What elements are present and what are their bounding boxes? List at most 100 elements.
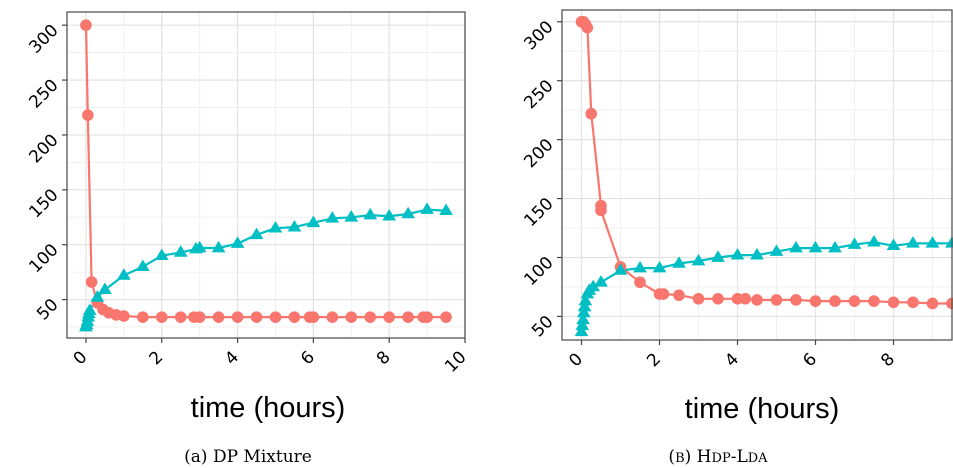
data-point-triangle (808, 240, 823, 253)
data-point-circle (82, 109, 94, 121)
data-point-triangle (769, 244, 784, 256)
data-point-circle (907, 296, 919, 309)
y-tick-label: 300 (520, 17, 557, 54)
data-point-circle (307, 311, 320, 323)
data-point-circle (231, 311, 244, 323)
data-point-circle (288, 311, 301, 323)
x-tick-label: 10 (441, 347, 470, 376)
data-point-circle (585, 107, 598, 120)
x-tick-label: 4 (221, 347, 243, 369)
data-point-triangle (577, 299, 592, 312)
data-point-triangle (945, 236, 953, 248)
y-tick-label: 100 (25, 240, 62, 277)
data-point-triangle (420, 202, 434, 214)
series-line-circle-a (84, 25, 446, 319)
data-point-triangle (401, 206, 415, 219)
data-point-triangle (135, 259, 150, 271)
panel-b-caption-text: (B) HDP-LDA (668, 447, 768, 467)
data-point-triangle (613, 263, 628, 275)
data-point-triangle (306, 215, 321, 228)
panel-b-tick-labels: 0 2 4 6 8 50 100 150 200 250 300 (520, 17, 899, 371)
x-tick-label: 0 (565, 349, 587, 371)
data-point-triangle (575, 318, 590, 331)
data-point-triangle (325, 211, 340, 223)
panel-b-grid (562, 10, 952, 340)
data-point-triangle (576, 312, 590, 325)
data-point-circle (848, 295, 861, 307)
data-point-triangle (847, 237, 862, 249)
data-point-triangle (382, 208, 397, 221)
data-point-circle (712, 292, 724, 305)
data-point-circle (440, 311, 452, 323)
data-point-triangle (672, 256, 686, 268)
data-point-triangle (652, 260, 667, 273)
data-point-triangle (789, 240, 803, 253)
y-tick-label: 150 (520, 194, 557, 231)
panel-a-caption: (a) DP Mixture (184, 447, 312, 467)
panel-b-x-axis-title: time (hours) (685, 393, 840, 425)
panel-a-grid (67, 12, 466, 338)
data-point-circle (85, 276, 98, 288)
panel-b-points (574, 15, 953, 337)
x-tick-label: 4 (721, 349, 743, 371)
data-point-circle (926, 297, 939, 310)
x-tick-label: 6 (799, 349, 821, 371)
data-point-triangle (867, 234, 881, 247)
data-point-circle (673, 289, 685, 302)
data-point-circle (80, 19, 92, 31)
data-point-circle (751, 294, 763, 306)
data-point-circle (634, 276, 646, 289)
data-point-circle (383, 311, 395, 323)
data-point-triangle (691, 253, 706, 266)
data-point-triangle (82, 303, 97, 315)
panel-hdp-lda: 0 2 4 6 8 50 100 150 200 250 300 time (hours) (B) … (520, 9, 953, 467)
data-point-circle (212, 311, 225, 323)
data-point-triangle (594, 275, 608, 287)
panel-a-frame (66, 11, 466, 339)
data-point-triangle (173, 245, 188, 257)
data-point-triangle (90, 290, 105, 302)
data-point-circle (421, 311, 433, 323)
data-point-triangle (578, 293, 593, 306)
data-point-circle (364, 311, 377, 323)
data-point-circle (595, 204, 607, 217)
y-tick-label: 50 (33, 295, 62, 324)
data-point-circle (402, 311, 414, 323)
data-point-circle (269, 311, 282, 323)
data-point-triangle (154, 248, 169, 260)
data-point-triangle (750, 247, 764, 260)
data-point-triangle (117, 268, 131, 280)
y-tick-label: 100 (520, 253, 557, 290)
data-point-triangle (574, 324, 589, 337)
data-point-circle (809, 295, 822, 307)
data-point-circle (250, 311, 263, 323)
data-point-triangle (230, 236, 245, 248)
panel-a-x-axis-title: time (hours) (191, 392, 346, 424)
data-point-circle (137, 311, 149, 323)
data-point-triangle (828, 240, 842, 253)
data-point-circle (739, 292, 752, 305)
data-point-triangle (98, 282, 112, 295)
series-line-circle-b (581, 20, 952, 305)
x-tick-label: 2 (145, 347, 167, 369)
data-point-triangle (268, 221, 283, 233)
data-point-triangle (363, 207, 378, 220)
x-tick-label: 8 (373, 347, 395, 369)
y-tick-label: 250 (520, 76, 557, 113)
x-tick-label: 8 (877, 349, 899, 371)
panel-b-tick-marks (557, 21, 895, 345)
data-point-triangle (711, 250, 725, 262)
panel-b-caption: (B) HDP-LDA (668, 447, 768, 467)
panel-a-points (79, 19, 453, 332)
data-point-triangle (192, 240, 207, 253)
y-tick-label: 200 (520, 135, 557, 172)
data-point-triangle (287, 219, 302, 232)
data-point-circle (692, 292, 705, 305)
data-point-triangle (730, 247, 745, 260)
data-point-circle (770, 294, 783, 306)
data-point-triangle (886, 238, 901, 251)
panel-a-lines (84, 25, 447, 328)
data-point-triangle (633, 260, 647, 273)
data-point-triangle (577, 305, 591, 318)
